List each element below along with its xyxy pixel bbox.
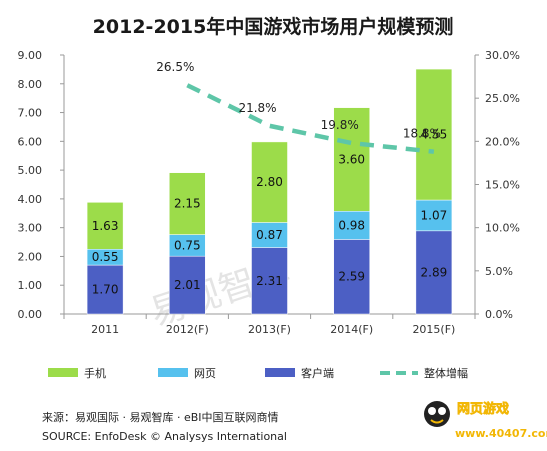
bar-segment — [415, 199, 453, 232]
bar-segment — [169, 255, 206, 315]
legend-label: 整体增幅 — [424, 366, 468, 380]
left-tick-label: 3.00 — [18, 222, 43, 235]
left-tick-label: 1.00 — [18, 279, 43, 292]
right-tick-label: 15.0% — [485, 179, 520, 192]
site-logo: 网页游戏 www.40407.com — [424, 401, 547, 440]
bar-value-label: 4.55 — [421, 128, 448, 142]
growth-value-label: 21.8% — [238, 101, 276, 115]
left-tick-label: 0.00 — [18, 308, 43, 321]
source-line-1: 来源：易观国际 · 易观智库 · eBI中国互联网商情 — [42, 410, 279, 424]
bar-segment — [415, 68, 453, 201]
right-tick-label: 5.0% — [485, 265, 513, 278]
bar-value-label: 1.07 — [421, 208, 448, 222]
left-tick-label: 8.00 — [18, 78, 43, 91]
right-tick-label: 20.0% — [485, 135, 520, 148]
logo-title: 网页游戏 — [457, 401, 509, 417]
left-tick-label: 9.00 — [18, 49, 43, 62]
bar-value-label: 1.70 — [92, 283, 119, 297]
x-category-label: 2011 — [91, 323, 119, 336]
logo-url: www.40407.com — [455, 427, 547, 440]
legend-label: 手机 — [84, 366, 106, 380]
logo-mascot-eye-left — [428, 407, 436, 415]
bar-segment — [251, 247, 288, 315]
growth-value-label: 18.8% — [403, 127, 441, 141]
left-tick-label: 5.00 — [18, 164, 43, 177]
bar-value-label: 0.87 — [256, 228, 283, 242]
growth-value-label: 19.8% — [321, 118, 359, 132]
source-line-2: SOURCE: EnfoDesk © Analysys Internationa… — [42, 430, 287, 443]
legend-swatch — [158, 368, 188, 377]
left-tick-label: 4.00 — [18, 193, 43, 206]
right-tick-label: 0.0% — [485, 308, 513, 321]
left-tick-label: 2.00 — [18, 250, 43, 263]
right-tick-label: 10.0% — [485, 222, 520, 235]
axes: 0.00 1.00 2.00 3.00 4.00 5.00 6.00 7.00 8.00 9.00… — [18, 49, 520, 336]
x-category-label: 2012(F) — [166, 323, 209, 336]
x-category-label: 2014(F) — [330, 323, 373, 336]
x-category-label: 2015(F) — [412, 323, 455, 336]
bar-segment — [333, 107, 370, 212]
bar-value-label: 2.15 — [174, 197, 201, 211]
legend-swatch — [48, 368, 78, 377]
right-tick-label: 25.0% — [485, 92, 520, 105]
chart-title: 2012-2015年中国游戏市场用户规模预测 — [93, 15, 454, 38]
bar-value-label: 1.63 — [92, 219, 119, 233]
bar-value-label: 2.59 — [338, 270, 365, 284]
bars: 1.70 0.55 1.63 2.01 0.75 2.15 2.31 0.87 2.80 2.59… — [86, 68, 453, 315]
bar-value-label: 2.01 — [174, 278, 201, 292]
bar-segment — [333, 211, 370, 240]
bar-value-label: 3.60 — [338, 152, 365, 166]
bar-segment — [169, 172, 206, 235]
bar-value-label: 0.55 — [92, 250, 119, 264]
legend-label: 客户端 — [301, 366, 334, 380]
bar-value-label: 0.98 — [338, 218, 365, 232]
growth-line: 26.5% 21.8% 19.8% 18.8% — [156, 60, 441, 154]
bar-value-label: 2.31 — [256, 274, 283, 288]
bar-value-label: 2.80 — [256, 175, 283, 189]
bar-segment — [86, 264, 124, 315]
legend-label: 网页 — [194, 367, 216, 380]
bar-value-label: 2.89 — [421, 265, 448, 279]
left-tick-label: 7.00 — [18, 107, 43, 120]
growth-value-label: 26.5% — [156, 60, 194, 74]
legend-swatch — [265, 368, 295, 377]
right-tick-label: 30.0% — [485, 49, 520, 62]
left-tick-label: 6.00 — [18, 135, 43, 148]
legend: 手机 网页 客户端 整体增幅 — [48, 366, 468, 380]
bar-segment — [415, 230, 453, 315]
growth-line-path — [186, 83, 435, 154]
logo-mascot-mouth — [430, 419, 444, 424]
bar-segment — [251, 141, 288, 223]
bar-value-label: 0.75 — [174, 238, 201, 252]
bar-segment — [86, 202, 124, 250]
logo-mascot-eye-right — [438, 407, 446, 415]
x-category-label: 2013(F) — [248, 323, 291, 336]
bar-segment — [333, 239, 370, 315]
